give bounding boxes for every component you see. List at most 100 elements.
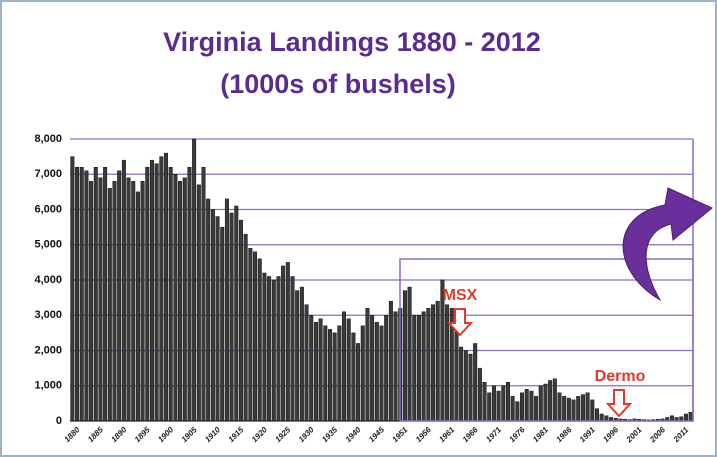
y-tick-label: 8,000 bbox=[34, 133, 62, 145]
bar bbox=[562, 396, 567, 422]
bar bbox=[426, 308, 431, 422]
chart-subtitle: (1000s of bushels) bbox=[220, 69, 456, 99]
bar bbox=[510, 396, 515, 422]
bar bbox=[454, 325, 459, 422]
bar bbox=[431, 304, 436, 422]
bar bbox=[487, 392, 492, 422]
bar bbox=[201, 166, 206, 422]
bar bbox=[346, 318, 351, 422]
bar bbox=[590, 399, 595, 422]
bar bbox=[365, 308, 370, 422]
bar bbox=[107, 188, 112, 422]
bar bbox=[543, 383, 548, 422]
bar bbox=[374, 322, 379, 422]
chart-title: Virginia Landings 1880 - 2012 bbox=[163, 27, 541, 57]
annotation: Dermo bbox=[595, 368, 646, 385]
bar bbox=[187, 166, 192, 422]
bar bbox=[524, 389, 529, 422]
bar bbox=[683, 413, 688, 422]
bar bbox=[178, 181, 183, 422]
bar bbox=[168, 166, 173, 422]
bar bbox=[669, 415, 674, 422]
bar bbox=[154, 163, 159, 422]
annotation-arrow bbox=[446, 308, 474, 337]
bar bbox=[360, 325, 365, 422]
bar bbox=[267, 276, 272, 422]
bar bbox=[342, 311, 347, 422]
bar bbox=[299, 286, 304, 422]
bar bbox=[89, 181, 94, 422]
bar bbox=[416, 315, 421, 422]
bar bbox=[501, 385, 506, 422]
bar bbox=[290, 276, 295, 422]
bar bbox=[93, 166, 98, 422]
bar bbox=[220, 226, 225, 422]
bar bbox=[79, 166, 84, 422]
bar bbox=[468, 353, 473, 422]
annotation-arrow bbox=[605, 389, 633, 418]
bar bbox=[140, 181, 145, 422]
bar bbox=[159, 156, 164, 422]
y-tick-label: 5,000 bbox=[34, 239, 62, 251]
bar bbox=[131, 181, 136, 422]
bar bbox=[210, 209, 215, 422]
bar bbox=[173, 174, 178, 422]
bar bbox=[585, 392, 590, 422]
bar bbox=[248, 248, 253, 422]
bar bbox=[505, 382, 510, 422]
bar bbox=[463, 350, 468, 422]
bar bbox=[435, 300, 440, 422]
bar bbox=[473, 343, 478, 422]
bar bbox=[370, 315, 375, 422]
bar bbox=[149, 159, 154, 422]
bar bbox=[477, 367, 482, 422]
bar bbox=[576, 396, 581, 422]
bar bbox=[604, 415, 609, 422]
bar bbox=[262, 272, 267, 422]
bar bbox=[552, 378, 557, 422]
bar bbox=[276, 276, 281, 422]
bar bbox=[285, 262, 290, 422]
bar bbox=[412, 315, 417, 422]
bar bbox=[337, 325, 342, 422]
bar bbox=[529, 390, 534, 422]
bar bbox=[121, 159, 126, 422]
y-tick-label: 4,000 bbox=[34, 274, 62, 286]
bar bbox=[515, 401, 520, 422]
bar bbox=[496, 390, 501, 422]
bar bbox=[580, 394, 585, 422]
bar bbox=[70, 156, 75, 422]
bar bbox=[482, 382, 487, 422]
bar bbox=[196, 184, 201, 422]
bar bbox=[164, 152, 169, 422]
bar bbox=[356, 343, 361, 422]
bar bbox=[393, 311, 398, 422]
annotation: MSX bbox=[443, 287, 478, 304]
bar bbox=[459, 346, 464, 422]
bar bbox=[229, 212, 234, 422]
bar bbox=[688, 411, 693, 422]
bar bbox=[253, 251, 258, 422]
bar bbox=[491, 385, 496, 422]
bar bbox=[384, 315, 389, 422]
bar bbox=[238, 219, 243, 422]
bar bbox=[206, 198, 211, 422]
bar bbox=[281, 265, 286, 422]
bar bbox=[295, 290, 300, 422]
bar bbox=[379, 325, 384, 422]
bar bbox=[182, 177, 187, 422]
y-tick-label: 1,000 bbox=[34, 380, 62, 392]
bar bbox=[145, 166, 150, 422]
bar bbox=[215, 216, 220, 422]
arrow bbox=[622, 187, 713, 302]
bar bbox=[388, 300, 393, 422]
bar bbox=[566, 397, 571, 422]
bar bbox=[520, 392, 525, 422]
bars bbox=[70, 138, 693, 422]
bar bbox=[421, 311, 426, 422]
bar bbox=[192, 138, 197, 422]
y-tick-label: 2,000 bbox=[34, 344, 62, 356]
bar bbox=[407, 286, 412, 422]
y-tick-label: 0 bbox=[56, 415, 62, 427]
